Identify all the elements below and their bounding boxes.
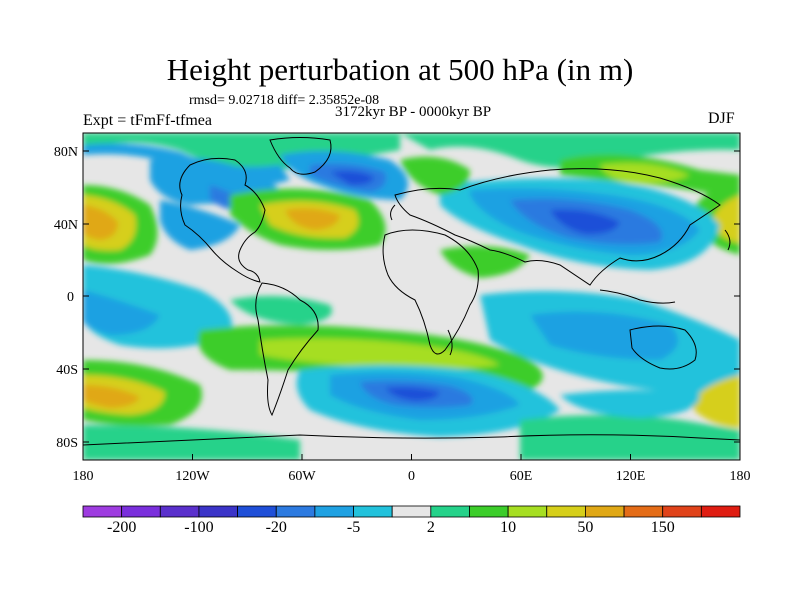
anomaly-neg-eurasia-peak bbox=[550, 209, 620, 235]
anomaly-pos-europe bbox=[400, 156, 470, 195]
colorbar-label: -20 bbox=[266, 519, 287, 536]
anomaly-pos-se bbox=[690, 375, 740, 428]
lat-axis bbox=[83, 150, 740, 443]
colorbar-swatch bbox=[430, 505, 470, 518]
anomaly-neg-trop-w-core bbox=[83, 290, 160, 335]
experiment-label: Expt = tFmFf-tfmea bbox=[83, 112, 213, 129]
colorbar-swatch bbox=[198, 505, 238, 518]
coast-north-america bbox=[179, 157, 266, 283]
anomaly-neg-aus-south bbox=[560, 390, 700, 418]
lon-label-60w: 60W bbox=[288, 469, 316, 484]
band-pos-high bbox=[600, 162, 690, 184]
colorbar-label: -5 bbox=[347, 519, 360, 536]
colorbar-swatch bbox=[237, 505, 277, 518]
colorbar-swatch bbox=[662, 505, 702, 518]
colorbar-label: -200 bbox=[107, 519, 136, 536]
anomaly-neg-na-south bbox=[160, 200, 240, 250]
colorbar-swatch bbox=[469, 505, 509, 518]
anomaly-neg-so-peak bbox=[385, 387, 440, 401]
anomaly-pos-ne-core bbox=[712, 195, 740, 243]
plot-title: Height perturbation at 500 hPa (in m) bbox=[166, 52, 634, 87]
rmsd-diff-stats: rmsd= 9.02718 diff= 2.35852e-08 bbox=[189, 93, 380, 108]
anomaly-pos-sw-peak bbox=[83, 385, 140, 408]
coast-africa bbox=[382, 229, 479, 355]
coastlines bbox=[83, 137, 740, 446]
coast-madagascar bbox=[447, 329, 453, 356]
colorbar-label: 10 bbox=[500, 519, 516, 536]
lon-label-120e: 120E bbox=[616, 469, 646, 484]
colorbar-swatch bbox=[623, 505, 664, 518]
coast-maritime-continent bbox=[599, 289, 676, 304]
coast-antarctica bbox=[83, 434, 740, 446]
coast-australia bbox=[629, 325, 697, 370]
colorbar-label: -100 bbox=[184, 519, 213, 536]
lat-label-eq: 0 bbox=[67, 290, 74, 305]
colorbar-swatch bbox=[314, 505, 354, 518]
lon-label-0: 0 bbox=[408, 469, 415, 484]
colorbar-swatch bbox=[546, 505, 586, 518]
lon-label-180w: 180 bbox=[73, 469, 94, 484]
colorbar-label: 50 bbox=[577, 519, 593, 536]
coast-greenland bbox=[269, 137, 332, 175]
anomaly-neg-greenland-peak bbox=[330, 170, 375, 186]
band-antarctic-e bbox=[520, 415, 740, 460]
lon-label-180e: 180 bbox=[730, 469, 751, 484]
band-antarctic-w bbox=[83, 425, 300, 460]
anomaly-pos-nw-peak bbox=[83, 205, 118, 240]
lat-label-40s: 40S bbox=[56, 363, 78, 378]
lat-label-40n: 40N bbox=[54, 218, 78, 233]
colorbar-swatch bbox=[585, 505, 625, 518]
colorbar-label: 150 bbox=[651, 519, 675, 536]
coast-south-america bbox=[255, 282, 319, 417]
lon-axis bbox=[82, 454, 741, 460]
colorbar-label: 2 bbox=[427, 519, 435, 536]
colorbar-labels: -200 -100 -20 -5 2 10 50 150 bbox=[107, 519, 675, 536]
colorbar-swatch bbox=[82, 505, 123, 518]
coast-britain bbox=[390, 204, 396, 221]
lat-label-80n: 80N bbox=[54, 145, 78, 160]
anomaly-pos-atl-peak bbox=[285, 208, 340, 230]
colorbar bbox=[82, 505, 741, 518]
colorbar-swatch bbox=[353, 505, 393, 518]
lat-label-80s: 80S bbox=[56, 436, 78, 451]
band-pos bbox=[400, 133, 740, 168]
colorbar-swatch bbox=[700, 505, 741, 518]
anomaly-neg-indian-core bbox=[530, 311, 678, 360]
lon-label-60e: 60E bbox=[510, 469, 533, 484]
colorbar-swatch bbox=[159, 505, 200, 518]
coast-eurasia bbox=[394, 168, 721, 286]
anomaly-pos-southern-belt-core bbox=[260, 338, 500, 370]
colorbar-swatch bbox=[507, 505, 548, 518]
contour-field bbox=[83, 133, 740, 460]
season-label: DJF bbox=[708, 110, 735, 127]
time-period-label: 3172kyr BP - 0000kyr BP bbox=[334, 104, 492, 120]
colorbar-swatch bbox=[275, 505, 316, 518]
lon-label-120w: 120W bbox=[175, 469, 210, 484]
colorbar-swatch bbox=[391, 505, 432, 518]
coast-japan bbox=[724, 229, 731, 251]
colorbar-swatch bbox=[121, 505, 161, 518]
